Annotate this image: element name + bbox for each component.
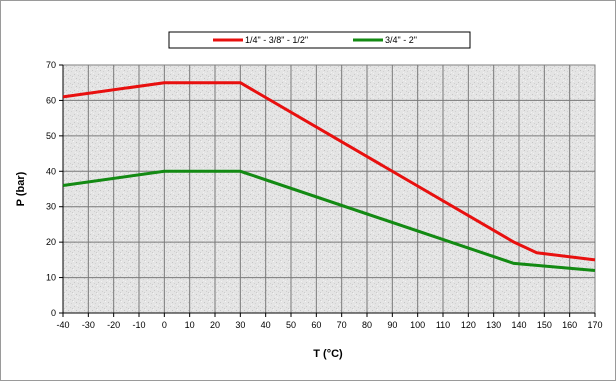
x-tick-label: -10 [132,320,145,330]
x-tick-label: 40 [261,320,271,330]
x-axis-title: T (°C) [313,348,343,360]
y-tick-label: 20 [46,237,56,247]
x-tick-label: 170 [587,320,602,330]
x-tick-label: -20 [107,320,120,330]
plot-area [62,64,596,314]
y-tick-label: 40 [46,166,56,176]
y-tick-label: 60 [46,95,56,105]
series-lines [62,81,596,272]
legend-box [168,31,471,49]
x-tick-label: 30 [235,320,245,330]
y-tick-label: 70 [46,60,56,70]
legend: 1/4" - 3/8" - 1/2" 3/4" - 2" [168,31,471,49]
x-tick-label: 160 [562,320,577,330]
y-axis-title: P (bar) [15,171,27,206]
series-line-1 [62,81,596,262]
legend-label-series-1: 1/4" - 3/8" - 1/2" [245,35,308,45]
x-tick-label: 60 [311,320,321,330]
x-tick-label: 140 [511,320,526,330]
y-tick-label: 0 [51,308,56,318]
x-tick-label: 10 [185,320,195,330]
x-tick-label: 20 [210,320,220,330]
x-tick-label: 50 [286,320,296,330]
x-tick-label: 70 [337,320,347,330]
y-tick-label: 50 [46,131,56,141]
x-tick-label: -40 [56,320,69,330]
y-tick-label: 30 [46,202,56,212]
series-line-2 [62,169,596,272]
x-tick-label: 120 [461,320,476,330]
y-tick-label: 10 [46,273,56,283]
legend-label-series-2: 3/4" - 2" [385,35,417,45]
x-tick-label: 90 [387,320,397,330]
x-tick-label: 110 [436,320,450,330]
y-axis-ticks: 0 10 20 30 40 50 60 70 [46,60,64,318]
grid-lines [63,65,595,313]
x-tick-label: 130 [486,320,501,330]
x-axis-ticks: -40 -30 -20 -10 0 10 20 30 40 50 60 70 80 90 100 110 120… [56,312,603,330]
x-tick-label: 0 [162,320,167,330]
x-tick-label: -30 [82,320,95,330]
x-tick-label: 100 [410,320,425,330]
x-tick-label: 80 [362,320,372,330]
x-tick-label: 150 [537,320,552,330]
